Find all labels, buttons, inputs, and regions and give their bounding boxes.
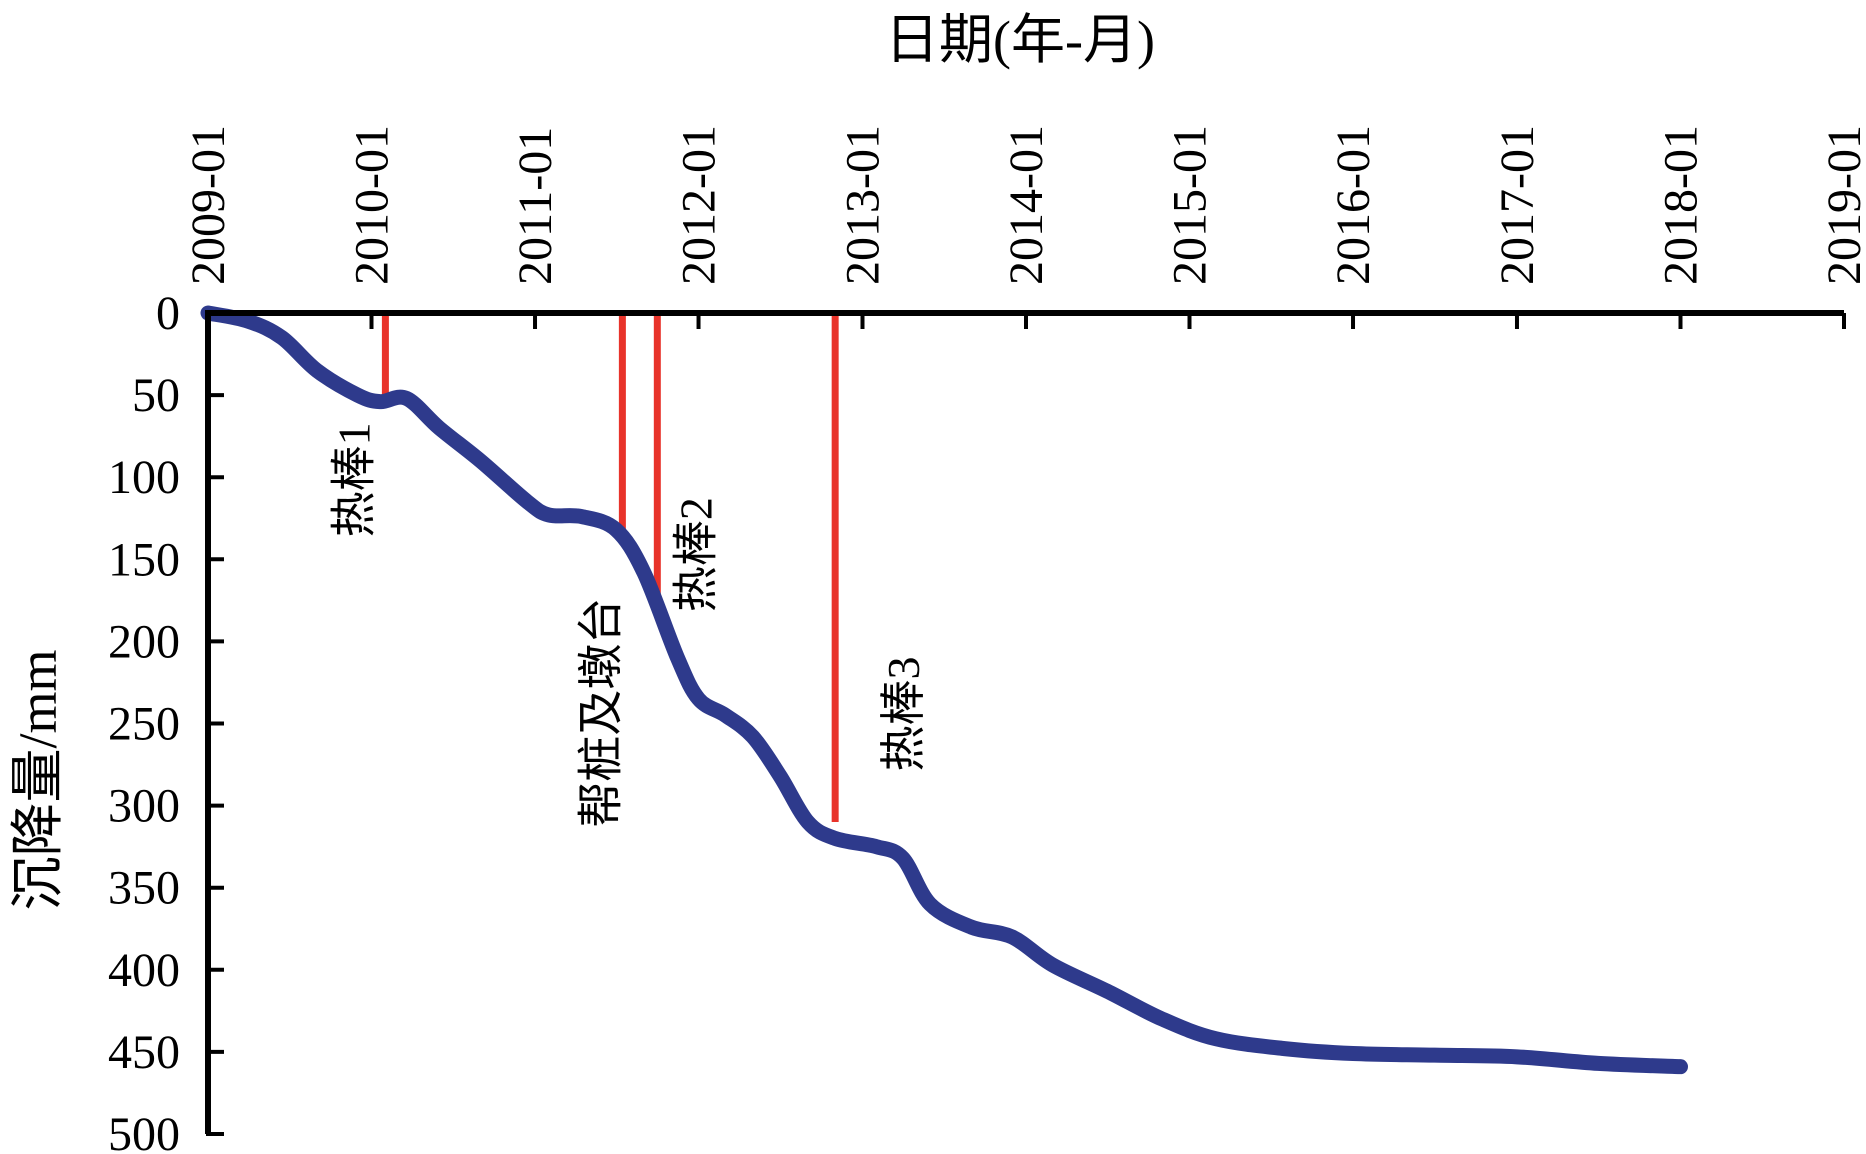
y-tick-label: 250: [108, 698, 180, 751]
annotation-label: 热棒1: [328, 422, 379, 537]
x-tick-label: 2018-01: [1654, 125, 1707, 285]
y-tick-label: 450: [108, 1026, 180, 1079]
x-tick-label: 2013-01: [836, 125, 889, 285]
event-markers: [381, 313, 839, 823]
x-tick-label: 2014-01: [1000, 125, 1053, 285]
y-tick-label: 100: [108, 451, 180, 504]
y-tick-label: 400: [108, 944, 180, 997]
series-layer: [200, 305, 1688, 1075]
x-tick-label: 2010-01: [346, 125, 399, 285]
x-tick-label: 2012-01: [673, 125, 726, 285]
annotation-label: 热棒2: [670, 497, 721, 612]
annotation-label: 热棒3: [878, 656, 929, 771]
x-tick-label: 2016-01: [1327, 125, 1380, 285]
y-tick-label: 50: [132, 369, 180, 422]
x-tick-label: 2015-01: [1164, 125, 1217, 285]
y-tick-label: 0: [156, 287, 180, 340]
y-tick-label: 500: [108, 1108, 180, 1154]
y-tick-label: 350: [108, 862, 180, 915]
x-tick-label: 2019-01: [1818, 125, 1866, 285]
y-tick-label: 200: [108, 615, 180, 668]
x-axis-title: 日期(年-月): [885, 10, 1155, 70]
y-axis-title: 沉降量/mm: [8, 649, 68, 910]
x-tick-label: 2011-01: [509, 127, 562, 285]
settlement-series-line: [200, 305, 1688, 1075]
y-tick-label: 300: [108, 780, 180, 833]
x-tick-labels: 2009-01 2010-01 2011-01 2012-01 2013-01 2014-…: [182, 125, 1866, 329]
annotation-label: 帮桩及墩台: [575, 598, 626, 828]
x-tick-label: 2017-01: [1491, 125, 1544, 285]
y-tick-labels: 0 50 100 150 200 250 300 350 400 450 500: [108, 287, 224, 1154]
y-tick-label: 150: [108, 533, 180, 586]
x-tick-label: 2009-01: [182, 125, 235, 285]
